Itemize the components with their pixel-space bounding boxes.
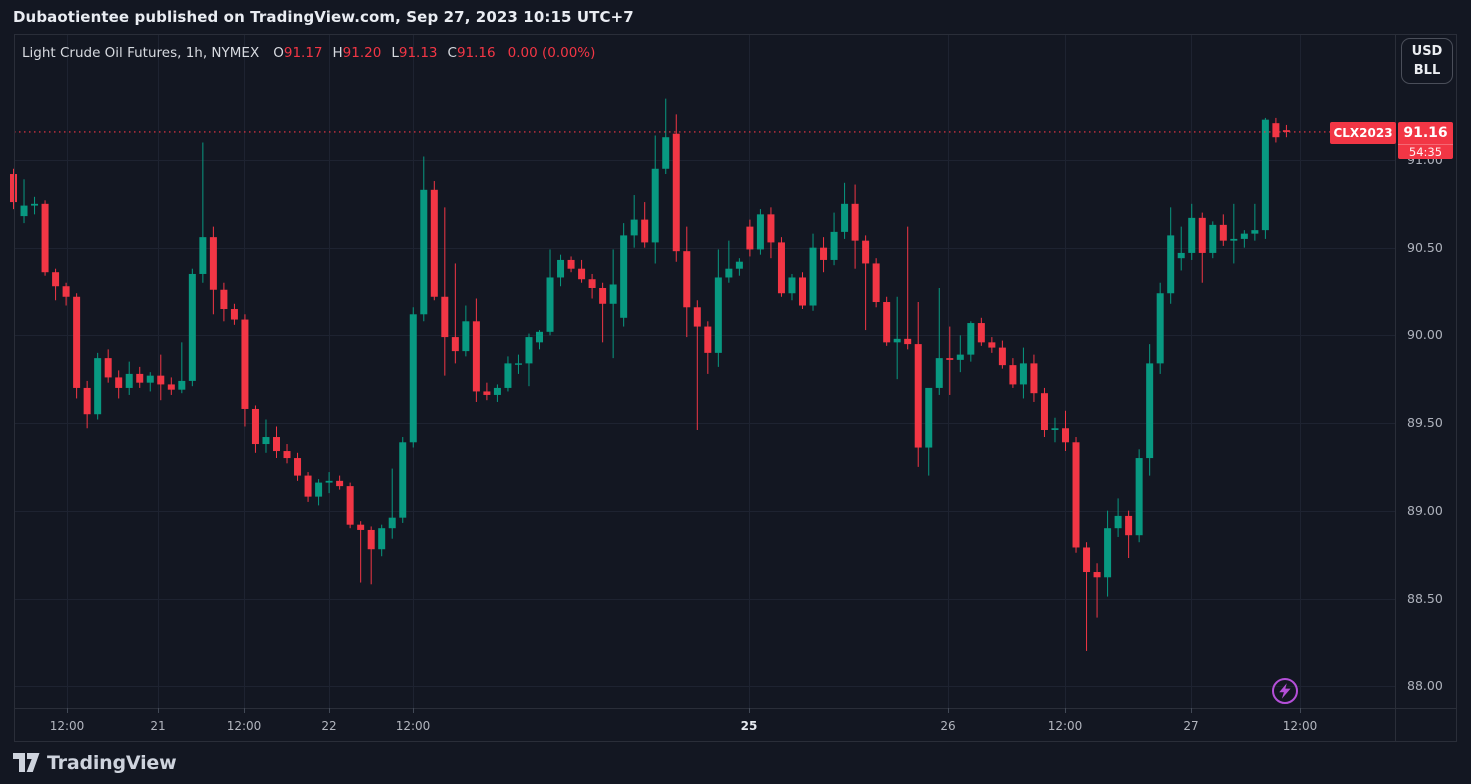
time-axis-label: 12:00	[1047, 719, 1083, 733]
ohlc-open: O91.17	[273, 45, 323, 61]
last-price-value: 91.16	[1398, 122, 1453, 144]
time-axis-label: 12:00	[395, 719, 431, 733]
last-price-tag: 91.16 54:35	[1398, 122, 1453, 159]
time-axis-label: 21	[150, 719, 166, 733]
price-axis-label: 88.50	[1407, 591, 1443, 606]
price-axis-label: 90.00	[1407, 327, 1443, 342]
time-axis-label: 22	[321, 719, 337, 733]
change-value: 0.00 (0.00%)	[507, 45, 596, 61]
unit-measure: BLL	[1413, 63, 1441, 78]
time-axis-label: 26	[940, 719, 956, 733]
time-axis-label: 12:00	[1282, 719, 1318, 733]
publish-attribution-bar: Dubaotientee published on TradingView.co…	[0, 0, 1471, 34]
price-axis-label: 89.00	[1407, 503, 1443, 518]
tradingview-logo-icon[interactable]	[13, 753, 40, 773]
contract-badge: CLX2023	[1330, 122, 1396, 144]
unit-currency: USD	[1411, 44, 1443, 59]
ohlc-low: L91.13	[391, 45, 438, 61]
price-axis-label: 90.50	[1407, 240, 1443, 255]
price-axis-label: 89.50	[1407, 415, 1443, 430]
ohlc-close: C91.16	[447, 45, 496, 61]
lightning-icon[interactable]	[1270, 676, 1300, 706]
symbol-title: Light Crude Oil Futures, 1h, NYMEX	[22, 45, 260, 61]
time-axis[interactable]: 12:00 21 12:00 22 12:00 25 26 12:00 27 12:00	[0, 719, 1471, 739]
chart-legend[interactable]: Light Crude Oil Futures, 1h, NYMEX O91.1…	[22, 44, 595, 62]
time-axis-label: 12:00	[49, 719, 85, 733]
publish-text: Dubaotientee published on TradingView.co…	[13, 8, 634, 26]
tradingview-wordmark[interactable]: TradingView	[47, 752, 177, 774]
price-axis-label: 88.00	[1407, 678, 1443, 693]
time-axis-label: 27	[1183, 719, 1199, 733]
ohlc-high: H91.20	[332, 45, 382, 61]
bar-countdown: 54:35	[1398, 144, 1453, 159]
unit-currency-button[interactable]: USD BLL	[1401, 38, 1453, 84]
time-axis-label: 25	[740, 719, 758, 733]
time-axis-label: 12:00	[226, 719, 262, 733]
watermark-bar: TradingView	[0, 742, 1471, 784]
